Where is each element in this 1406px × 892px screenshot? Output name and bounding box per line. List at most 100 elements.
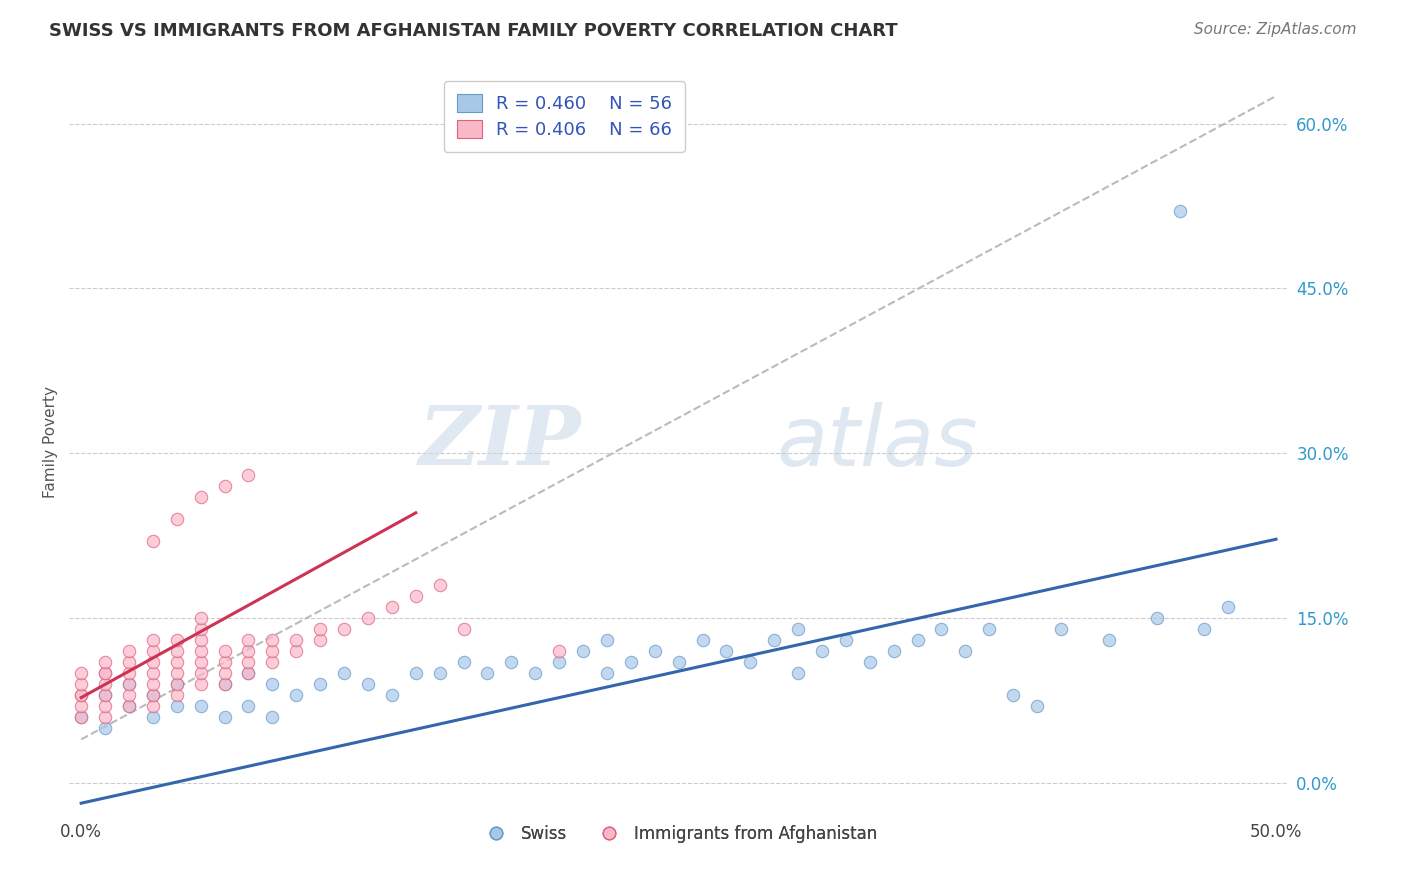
Point — [142, 689, 165, 703]
Point — [1002, 689, 1025, 703]
Point — [238, 666, 260, 681]
Point — [118, 666, 141, 681]
Point — [190, 491, 212, 505]
Point — [787, 666, 810, 681]
Point — [262, 644, 284, 658]
Point — [692, 633, 714, 648]
Point — [405, 666, 427, 681]
Point — [811, 644, 834, 658]
Text: SWISS VS IMMIGRANTS FROM AFGHANISTAN FAMILY POVERTY CORRELATION CHART: SWISS VS IMMIGRANTS FROM AFGHANISTAN FAM… — [49, 22, 898, 40]
Point — [166, 699, 188, 714]
Point — [644, 644, 666, 658]
Point — [166, 656, 188, 670]
Point — [429, 666, 451, 681]
Point — [309, 677, 332, 691]
Point — [118, 699, 141, 714]
Point — [214, 644, 236, 658]
Point — [166, 644, 188, 658]
Point — [477, 666, 499, 681]
Point — [979, 623, 1001, 637]
Point — [381, 600, 404, 615]
Point — [166, 666, 188, 681]
Point — [931, 623, 953, 637]
Point — [190, 633, 212, 648]
Point — [238, 633, 260, 648]
Point — [190, 677, 212, 691]
Point — [190, 699, 212, 714]
Point — [94, 666, 117, 681]
Point — [453, 656, 475, 670]
Legend: Swiss, Immigrants from Afghanistan: Swiss, Immigrants from Afghanistan — [472, 818, 884, 849]
Point — [1050, 623, 1073, 637]
Point — [118, 677, 141, 691]
Point — [70, 710, 93, 724]
Point — [596, 633, 619, 648]
Point — [1218, 600, 1240, 615]
Point — [118, 644, 141, 658]
Point — [1170, 204, 1192, 219]
Point — [166, 633, 188, 648]
Point — [285, 644, 308, 658]
Point — [190, 623, 212, 637]
Point — [309, 633, 332, 648]
Point — [238, 666, 260, 681]
Y-axis label: Family Poverty: Family Poverty — [44, 386, 58, 499]
Point — [118, 677, 141, 691]
Point — [94, 666, 117, 681]
Point — [70, 666, 93, 681]
Point — [763, 633, 786, 648]
Point — [94, 699, 117, 714]
Point — [118, 699, 141, 714]
Point — [285, 633, 308, 648]
Point — [429, 578, 451, 592]
Point — [238, 644, 260, 658]
Point — [285, 689, 308, 703]
Point — [238, 468, 260, 483]
Point — [381, 689, 404, 703]
Point — [142, 534, 165, 549]
Point — [214, 656, 236, 670]
Point — [262, 710, 284, 724]
Point — [70, 699, 93, 714]
Point — [238, 699, 260, 714]
Point — [70, 677, 93, 691]
Point — [166, 512, 188, 526]
Point — [190, 644, 212, 658]
Point — [238, 656, 260, 670]
Point — [70, 689, 93, 703]
Text: ZIP: ZIP — [419, 402, 581, 483]
Point — [94, 689, 117, 703]
Point — [142, 656, 165, 670]
Text: atlas: atlas — [776, 402, 977, 483]
Point — [94, 710, 117, 724]
Point — [1098, 633, 1121, 648]
Point — [262, 633, 284, 648]
Point — [190, 611, 212, 625]
Point — [1146, 611, 1168, 625]
Point — [214, 710, 236, 724]
Point — [357, 677, 380, 691]
Point — [190, 656, 212, 670]
Point — [166, 689, 188, 703]
Point — [1026, 699, 1049, 714]
Point — [787, 623, 810, 637]
Point — [668, 656, 690, 670]
Point — [94, 677, 117, 691]
Point — [333, 666, 356, 681]
Point — [214, 666, 236, 681]
Point — [118, 656, 141, 670]
Point — [1194, 623, 1216, 637]
Point — [501, 656, 523, 670]
Point — [214, 677, 236, 691]
Point — [835, 633, 858, 648]
Point — [883, 644, 905, 658]
Point — [907, 633, 929, 648]
Point — [357, 611, 380, 625]
Point — [94, 689, 117, 703]
Point — [142, 689, 165, 703]
Point — [94, 722, 117, 736]
Point — [142, 644, 165, 658]
Point — [740, 656, 762, 670]
Point — [142, 710, 165, 724]
Point — [620, 656, 643, 670]
